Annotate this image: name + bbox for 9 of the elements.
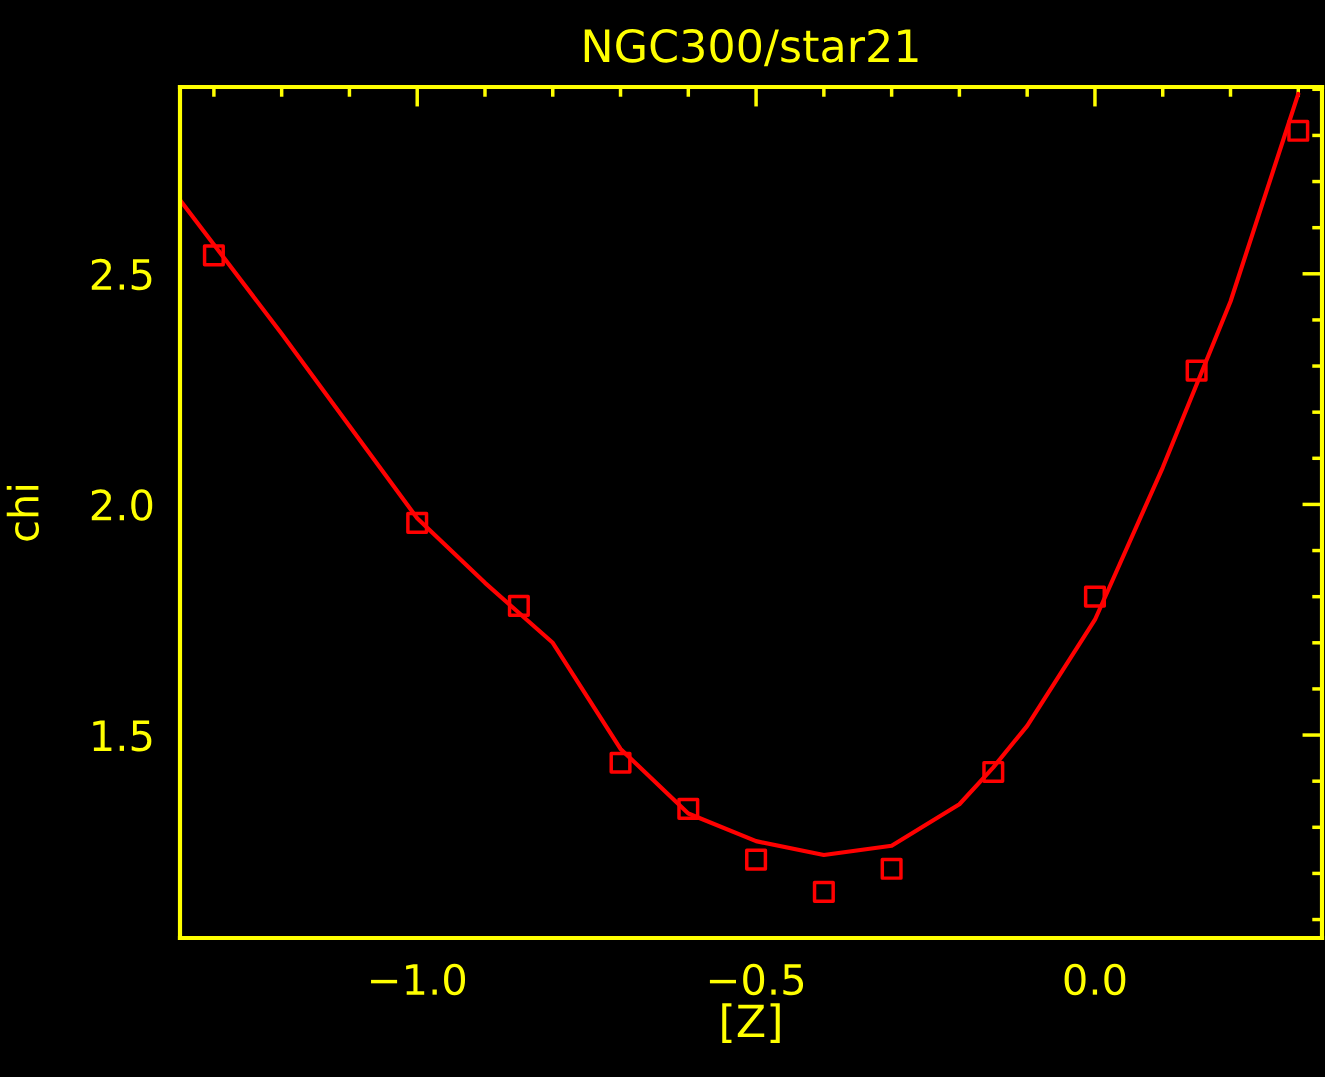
chart-title: NGC300/star21 xyxy=(584,29,918,67)
x-tick-label: −0.5 xyxy=(709,963,804,996)
y-tick-label: 2.5 xyxy=(91,258,152,291)
x-tick-label: 0.0 xyxy=(1064,963,1126,996)
y-axis-title: chi xyxy=(6,485,39,541)
y-tick-label: 2.0 xyxy=(91,489,153,521)
x-tick-label: −1.0 xyxy=(371,963,466,996)
x-axis-title: [Z] xyxy=(722,1003,780,1043)
y-tick-label: 1.5 xyxy=(93,720,152,752)
